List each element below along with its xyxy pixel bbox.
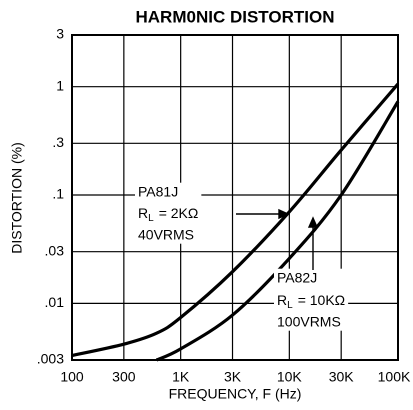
plot-frame — [71, 34, 399, 361]
annotation-background — [274, 268, 349, 331]
x-tick-label: 100 — [60, 369, 84, 385]
y-tick-label: .003 — [37, 351, 64, 367]
x-tick-label: 30K — [329, 369, 355, 385]
annotation-subscript: L — [148, 213, 154, 224]
annotation-voltage: 100VRMS — [277, 314, 341, 330]
arrow-head — [278, 208, 290, 220]
y-tick-label: .1 — [52, 186, 64, 202]
arrow-head — [307, 216, 319, 228]
annotation-subscript: L — [287, 300, 293, 311]
x-tick-label: 3K — [224, 369, 242, 385]
y-tick-label: .01 — [45, 294, 65, 310]
arrows — [236, 208, 319, 270]
annotation-background — [135, 182, 202, 244]
chart-title: HARM0NIC DISTORTION — [136, 7, 335, 26]
line-series — [71, 82, 400, 358]
annotation-load: RL = 2KΩ — [138, 205, 198, 224]
x-tick-label: 10K — [277, 369, 303, 385]
annotation-load-value: = 10KΩ — [298, 292, 345, 308]
y-tick-label: .03 — [45, 242, 65, 258]
annotation-voltage: 40VRMS — [138, 227, 194, 243]
y-axis-label: DISTORTION (%) — [9, 142, 25, 254]
annotation-symbol: R — [277, 292, 287, 308]
y-tick-label: 3 — [56, 26, 64, 42]
annotation-load-value: = 2KΩ — [159, 205, 199, 221]
annotation: PA81J RL = 2KΩ 40VRMS — [138, 184, 198, 243]
annotation-device: PA81J — [138, 184, 178, 200]
x-tick-label: 1K — [172, 369, 190, 385]
annotation-device: PA82J — [277, 270, 317, 286]
annotation-symbol: R — [138, 205, 148, 221]
x-tick-label: 300 — [112, 369, 136, 385]
x-axis-label: FREQUENCY, F (Hz) — [169, 386, 302, 402]
y-tick-label: 1 — [56, 77, 64, 93]
annotation-load: RL = 10KΩ — [277, 292, 345, 311]
y-tick-label: .3 — [52, 134, 64, 150]
annotation: PA82J RL = 10KΩ 100VRMS — [277, 270, 345, 330]
x-tick-label: 100K — [378, 369, 411, 385]
